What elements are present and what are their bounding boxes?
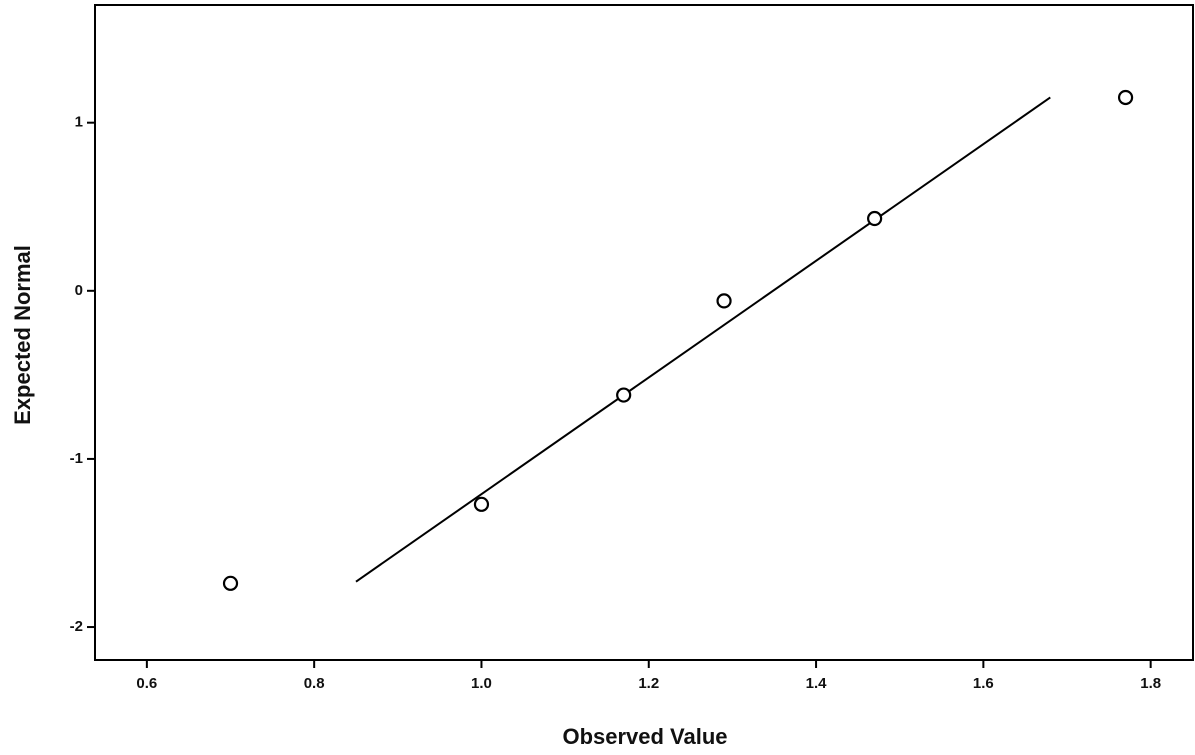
fit-line bbox=[356, 97, 1050, 581]
data-point bbox=[475, 498, 488, 511]
y-tick-label: 0 bbox=[75, 282, 83, 299]
x-tick-label: 1.2 bbox=[638, 675, 659, 692]
data-point bbox=[718, 294, 731, 307]
y-tick-label: 1 bbox=[75, 114, 83, 131]
x-tick-label: 1.6 bbox=[973, 675, 994, 692]
plot-frame bbox=[95, 5, 1193, 660]
data-point bbox=[1119, 91, 1132, 104]
x-tick-label: 0.8 bbox=[304, 675, 325, 692]
x-tick-label: 0.6 bbox=[136, 675, 157, 692]
x-tick-label: 1.8 bbox=[1140, 675, 1161, 692]
data-point bbox=[617, 389, 630, 402]
x-tick-label: 1.4 bbox=[806, 675, 828, 692]
data-point bbox=[868, 212, 881, 225]
x-axis-title: Observed Value bbox=[562, 724, 727, 749]
data-point bbox=[224, 577, 237, 590]
x-tick-label: 1.0 bbox=[471, 675, 492, 692]
y-tick-label: -1 bbox=[70, 450, 83, 467]
y-axis-title: Expected Normal bbox=[10, 245, 35, 425]
y-tick-label: -2 bbox=[70, 618, 83, 635]
chart: Observed Value Expected Normal -2 -1 0 1 0.6… bbox=[0, 0, 1195, 755]
